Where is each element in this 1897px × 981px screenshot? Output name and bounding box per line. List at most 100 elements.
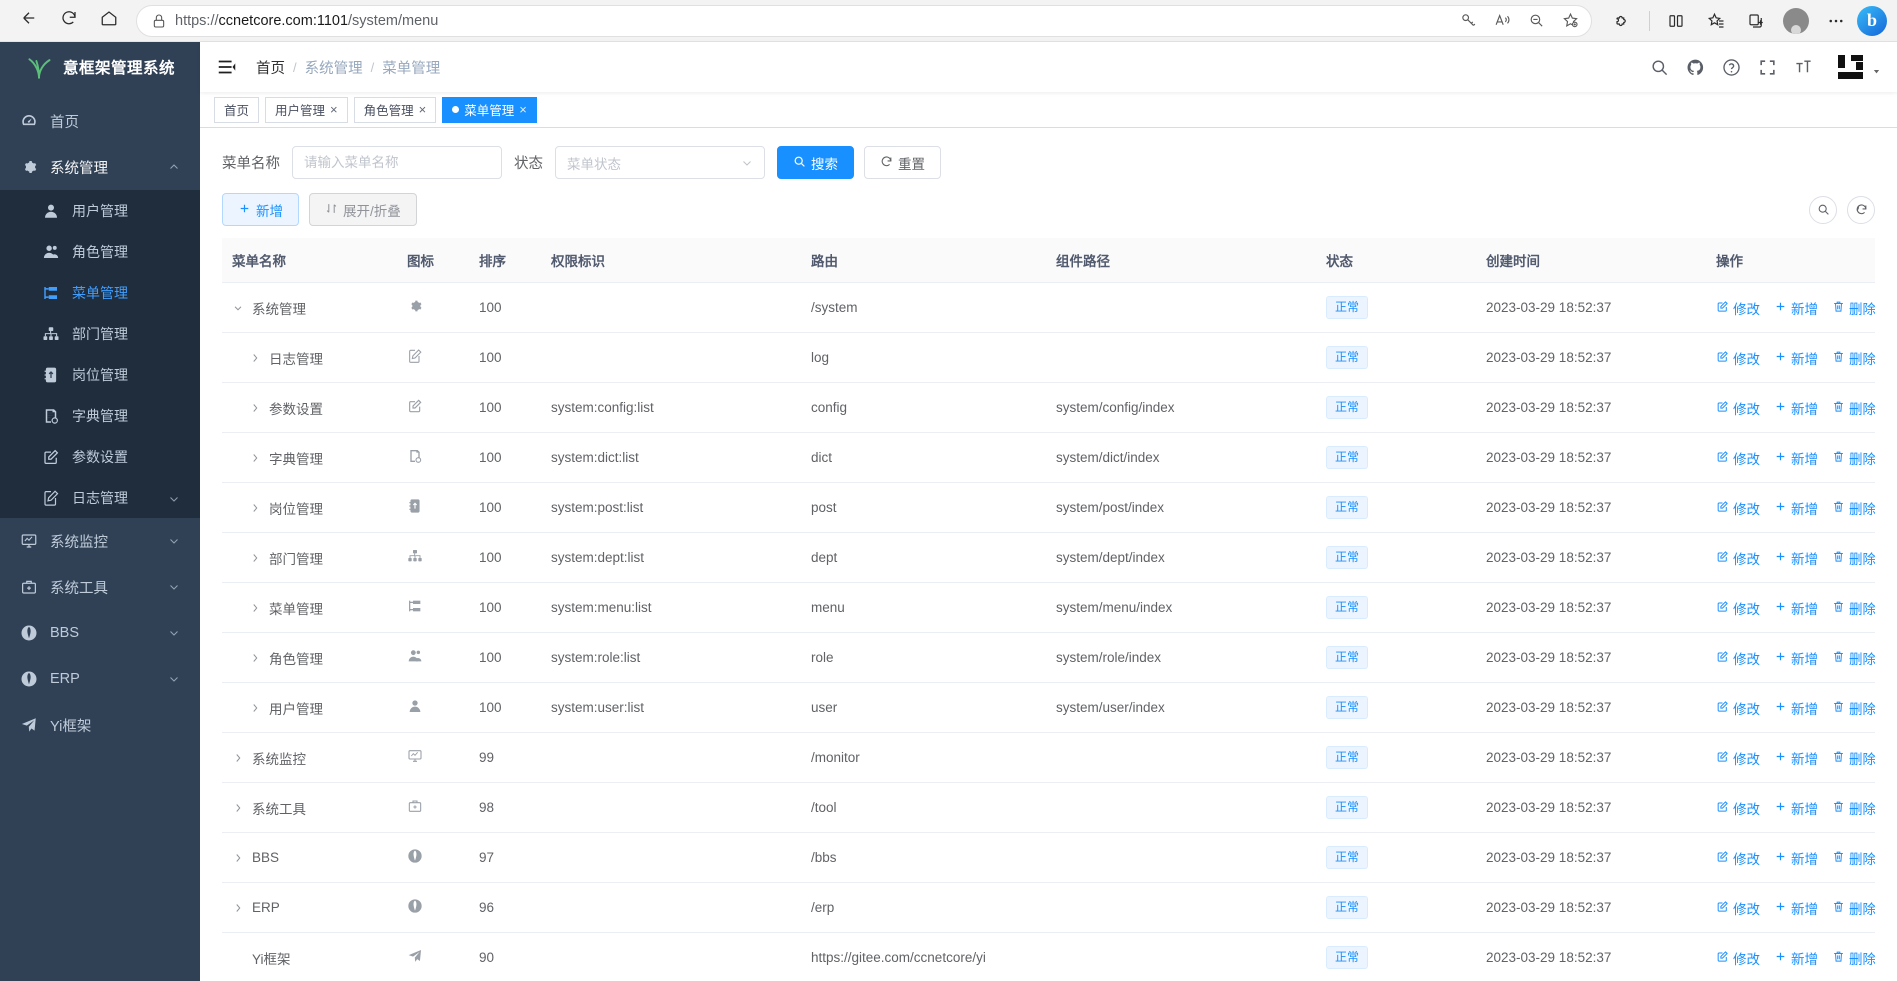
op-delete-link[interactable]: 删除 xyxy=(1832,648,1875,668)
sidebar-item-log-mgmt[interactable]: 日志管理 xyxy=(0,477,200,518)
op-delete-link[interactable]: 删除 xyxy=(1832,898,1875,918)
help-icon[interactable] xyxy=(1722,58,1741,77)
sidebar-item-system[interactable]: 系统管理 xyxy=(0,144,200,190)
sidebar-item-menu-mgmt[interactable]: 菜单管理 xyxy=(0,272,200,313)
table-row[interactable]: 参数设置 100 system:config:list config system/co… xyxy=(222,382,1875,433)
zoom-out-icon[interactable] xyxy=(1521,7,1551,35)
op-delete-link[interactable]: 删除 xyxy=(1832,798,1875,818)
op-edit-link[interactable]: 修改 xyxy=(1716,598,1760,618)
sidebar-item-bbs[interactable]: BBS xyxy=(0,610,200,656)
table-row[interactable]: 系统监控 99/monitor 正常 2023-03-29 18:52:37 修改 新增 删… xyxy=(222,732,1875,783)
more-options-icon[interactable] xyxy=(1817,5,1855,37)
github-icon[interactable] xyxy=(1686,58,1705,77)
op-edit-link[interactable]: 修改 xyxy=(1716,648,1760,668)
sidebar-item-home[interactable]: 首页 xyxy=(0,98,200,144)
home-button[interactable] xyxy=(90,5,128,37)
op-add-link[interactable]: 新增 xyxy=(1774,898,1818,918)
op-edit-link[interactable]: 修改 xyxy=(1716,498,1760,518)
search-icon[interactable] xyxy=(1650,58,1669,77)
op-add-link[interactable]: 新增 xyxy=(1774,298,1818,318)
expand-icon[interactable] xyxy=(249,702,261,714)
brand[interactable]: 意框架管理系统 xyxy=(0,42,200,92)
op-add-link[interactable]: 新增 xyxy=(1774,848,1818,868)
reload-button[interactable] xyxy=(50,5,88,37)
op-edit-link[interactable]: 修改 xyxy=(1716,748,1760,768)
hamburger-menu-icon[interactable] xyxy=(216,56,238,78)
sidebar-item-tools[interactable]: 系统工具 xyxy=(0,564,200,610)
expand-icon[interactable] xyxy=(232,802,244,814)
reset-button[interactable]: 重置 xyxy=(864,146,941,179)
table-row[interactable]: 字典管理 100 system:dict:list dict system/dict/i… xyxy=(222,432,1875,483)
sidebar-item-dict-mgmt[interactable]: 字典管理 xyxy=(0,395,200,436)
key-icon[interactable] xyxy=(1453,7,1483,35)
back-button[interactable] xyxy=(10,5,48,37)
profile-avatar-icon[interactable] xyxy=(1783,7,1809,34)
op-add-link[interactable]: 新增 xyxy=(1774,698,1818,718)
op-edit-link[interactable]: 修改 xyxy=(1716,898,1760,918)
op-add-link[interactable]: 新增 xyxy=(1774,498,1818,518)
sidebar-item-erp[interactable]: ERP xyxy=(0,656,200,702)
expand-icon[interactable] xyxy=(249,552,261,564)
bing-copilot-icon[interactable]: b xyxy=(1857,5,1887,36)
user-avatar-dropdown[interactable] xyxy=(1836,53,1881,81)
op-edit-link[interactable]: 修改 xyxy=(1716,398,1760,418)
expand-icon[interactable] xyxy=(232,852,244,864)
breadcrumb-item-system[interactable]: 系统管理 xyxy=(304,60,363,77)
expand-icon[interactable] xyxy=(232,902,244,914)
search-circle-icon[interactable] xyxy=(1809,195,1837,224)
op-edit-link[interactable]: 修改 xyxy=(1716,948,1760,968)
close-icon[interactable]: × xyxy=(519,102,527,117)
close-icon[interactable]: × xyxy=(330,102,338,117)
op-delete-link[interactable]: 删除 xyxy=(1832,948,1875,968)
expand-collapse-button[interactable]: 展开/折叠 xyxy=(309,193,417,226)
op-delete-link[interactable]: 删除 xyxy=(1832,398,1875,418)
op-edit-link[interactable]: 修改 xyxy=(1716,548,1760,568)
table-row[interactable]: 角色管理 100 system:role:list role system/role/i… xyxy=(222,632,1875,683)
op-edit-link[interactable]: 修改 xyxy=(1716,298,1760,318)
add-favorite-icon[interactable] xyxy=(1555,7,1585,35)
expand-icon[interactable] xyxy=(249,502,261,514)
op-edit-link[interactable]: 修改 xyxy=(1716,448,1760,468)
table-row[interactable]: 系统管理 100/system 正常 2023-03-29 18:52:37 修改 新增 删… xyxy=(222,282,1875,333)
sidebar-item-monitor[interactable]: 系统监控 xyxy=(0,518,200,564)
op-add-link[interactable]: 新增 xyxy=(1774,598,1818,618)
sidebar-item-yi-framework[interactable]: Yi框架 xyxy=(0,702,200,748)
op-add-link[interactable]: 新增 xyxy=(1774,748,1818,768)
extensions-icon[interactable] xyxy=(1604,5,1642,37)
tab-user-mgmt[interactable]: 用户管理 × xyxy=(265,96,348,123)
table-row[interactable]: 部门管理 100 system:dept:list dept system/dept/i… xyxy=(222,532,1875,583)
table-row[interactable]: BBS 97/bbs 正常 2023-03-29 18:52:37 修改 新增 删除 xyxy=(222,832,1875,883)
table-row[interactable]: ERP 96/erp 正常 2023-03-29 18:52:37 修改 新增 删除 xyxy=(222,882,1875,933)
expand-icon[interactable] xyxy=(249,602,261,614)
refresh-circle-icon[interactable] xyxy=(1847,195,1875,224)
status-select[interactable]: 菜单状态 xyxy=(555,146,765,179)
table-row[interactable]: 系统工具 98/tool 正常 2023-03-29 18:52:37 修改 新增 删除 xyxy=(222,782,1875,833)
favorites-icon[interactable] xyxy=(1697,5,1735,37)
expand-icon[interactable] xyxy=(249,452,261,464)
op-edit-link[interactable]: 修改 xyxy=(1716,698,1760,718)
op-delete-link[interactable]: 删除 xyxy=(1832,348,1875,368)
tab-menu-mgmt[interactable]: 菜单管理 × xyxy=(442,96,537,123)
font-size-icon[interactable] xyxy=(1794,58,1813,77)
expand-icon[interactable] xyxy=(232,752,244,764)
op-delete-link[interactable]: 删除 xyxy=(1832,548,1875,568)
op-add-link[interactable]: 新增 xyxy=(1774,648,1818,668)
fullscreen-icon[interactable] xyxy=(1758,58,1777,77)
search-input[interactable] xyxy=(292,146,502,179)
sidebar-item-post-mgmt[interactable]: 岗位管理 xyxy=(0,354,200,395)
table-row[interactable]: 菜单管理 100 system:menu:list menu system/menu/i… xyxy=(222,582,1875,633)
add-button[interactable]: 新增 xyxy=(222,193,299,226)
op-add-link[interactable]: 新增 xyxy=(1774,948,1818,968)
expand-icon[interactable] xyxy=(249,352,261,364)
close-icon[interactable]: × xyxy=(418,102,427,117)
sidebar-item-role-mgmt[interactable]: 角色管理 xyxy=(0,231,200,272)
expand-icon[interactable] xyxy=(249,652,261,664)
read-aloud-icon[interactable] xyxy=(1487,7,1517,35)
op-delete-link[interactable]: 删除 xyxy=(1832,298,1875,318)
tab-home[interactable]: 首页 xyxy=(214,96,260,123)
table-row[interactable]: 岗位管理 100 system:post:list post system/post/i… xyxy=(222,482,1875,533)
op-delete-link[interactable]: 删除 xyxy=(1832,698,1875,718)
op-add-link[interactable]: 新增 xyxy=(1774,398,1818,418)
split-screen-icon[interactable] xyxy=(1657,5,1695,37)
op-add-link[interactable]: 新增 xyxy=(1774,448,1818,468)
